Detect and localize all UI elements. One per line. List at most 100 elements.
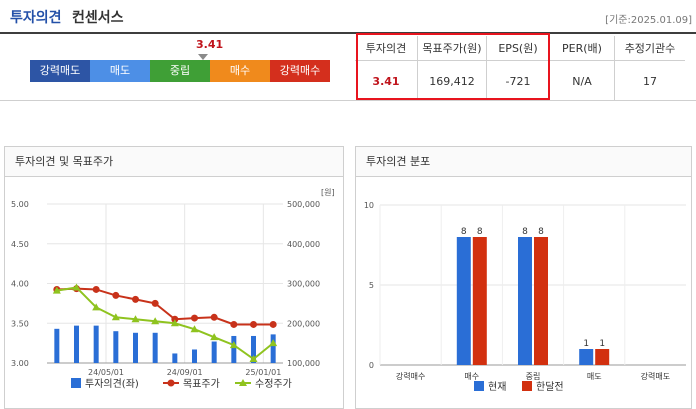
legend-label-current: 현재 [488,381,506,393]
right-panel-title: 투자의견 분포 [356,147,691,177]
target-price-point [92,285,100,293]
y-left-tick-label: 4.00 [11,280,29,289]
target-price-point [151,299,159,307]
col-estimators: 추정기관수 [614,36,685,61]
value-eps: -721 [486,60,550,101]
opinion-gauge: 강력매도 매도 중립 매수 강력매수 [30,60,330,82]
target-price-line [56,287,274,326]
category-label: 중립 [526,372,541,381]
legend-label-month-ago: 한달전 [536,381,564,393]
value-target-price: 169,412 [417,60,487,101]
adjusted-price-point [170,319,179,327]
opinion-bar [211,341,217,363]
gauge-segment-strong-buy: 강력매수 [270,60,330,82]
gauge-segment-neutral: 중립 [150,60,210,82]
opinion-bar [152,332,158,363]
divider [0,100,696,101]
consensus-table: 투자의견 목표주가(원) EPS(원) PER(배) 추정기관수 3.41 16… [355,36,685,101]
y-left-tick-label: 5.00 [11,200,29,209]
consensus-header-row: 투자의견 목표주가(원) EPS(원) PER(배) 추정기관수 [355,36,685,61]
y-right-tick-label: 400,000 [287,240,320,249]
adjusted-price-point [111,313,120,321]
current-bar [518,237,532,365]
opinion-bar [192,349,197,363]
opinion-bar [231,335,237,363]
y-tick-label: 0 [369,361,374,370]
x-tick-label: 25/01/01 [245,368,281,377]
score-marker-icon [198,54,208,60]
gauge-segment-strong-sell: 강력매도 [30,60,90,82]
bar-value-label: 8 [477,227,483,237]
opinion-bar [133,332,138,363]
category-label: 매수 [464,372,479,381]
target-price-point [230,320,238,328]
month-ago-bar [534,237,548,365]
y-right-unit: [원] [321,188,335,197]
adjusted-price-point [269,339,278,347]
opinion-bar [270,334,276,363]
header-title-blue: 투자의견 [10,10,62,26]
y-left-tick-label: 3.00 [11,359,29,368]
col-eps: EPS(원) [486,36,550,61]
target-price-point [132,295,139,303]
target-price-point [210,313,218,321]
value-per: N/A [549,60,615,101]
left-panel-title: 투자의견 및 목표주가 [5,147,343,177]
opinion-score: 3.41 [196,38,224,51]
legend-label-adjusted: 수정주가 [255,378,292,390]
col-per: PER(배) [549,36,615,61]
adjusted-price-point [190,325,199,333]
opinion-bar [74,325,79,363]
y-left-tick-label: 3.50 [11,319,29,328]
category-label: 강력매도 [641,371,670,381]
consensus-value-row: 3.41 169,412 -721 N/A 17 [355,60,685,101]
x-tick-label: 24/09/01 [167,368,203,377]
legend-label-target: 목표주가 [183,378,220,390]
col-opinion: 투자의견 [355,36,418,61]
reference-date: [기준:2025.01.09] [605,15,692,26]
y-right-tick-label: 500,000 [287,200,320,209]
opinion-target-chart: 24/05/01 24/09/01 25/01/01 5.00 4.50 4.00 3.50… [11,188,335,390]
adjusted-price-point [249,355,258,363]
y-tick-label: 5 [369,281,374,290]
x-tick-label: 24/05/01 [88,368,124,377]
opinion-bar [113,331,119,363]
header-title-dark: 컨센서스 [72,10,124,26]
opinion-bar [54,328,60,363]
section-header: 투자의견 컨센서스 [기준:2025.01.09] [0,0,696,34]
current-bar [456,237,471,365]
col-target-price: 목표주가(원) [417,36,487,61]
adjusted-price-point [131,315,140,323]
adjusted-price-point [229,341,238,349]
month-ago-bar [472,237,487,365]
legend-swatch-current [474,381,484,391]
legend-marker-target [167,379,175,387]
value-opinion: 3.41 [372,74,400,88]
opinion-bar [172,353,178,363]
legend-swatch-opinion [71,378,81,388]
bar-value-label: 8 [461,227,467,237]
y-right-tick-label: 100,000 [287,359,320,368]
bar-value-label: 8 [538,227,544,237]
opinion-bar [93,325,99,363]
opinion-bar [251,335,256,363]
target-price-point [112,291,120,299]
adjusted-price-point [92,303,101,311]
target-price-point [191,314,198,322]
adjusted-price-point [151,317,160,325]
y-right-tick-label: 300,000 [287,280,320,289]
adjusted-price-point [72,283,81,291]
gauge-segment-buy: 매수 [210,60,270,82]
y-tick-label: 10 [364,201,374,210]
adjusted-price-point [52,286,61,294]
current-bar [579,349,594,365]
month-ago-bar [595,349,610,365]
value-estimators: 17 [614,60,685,101]
right-chart-panel: 투자의견 분포 10 5 0 강력매수 매수 8 8 중립 8 8 매도 1 1 강력매도 현재 한달전 [355,146,692,409]
target-price-point [250,320,257,328]
highlight-box [356,33,550,100]
legend-label-opinion: 투자의견(좌) [85,378,139,390]
legend-swatch-month-ago [522,381,532,391]
gauge-segment-sell: 매도 [90,60,150,82]
